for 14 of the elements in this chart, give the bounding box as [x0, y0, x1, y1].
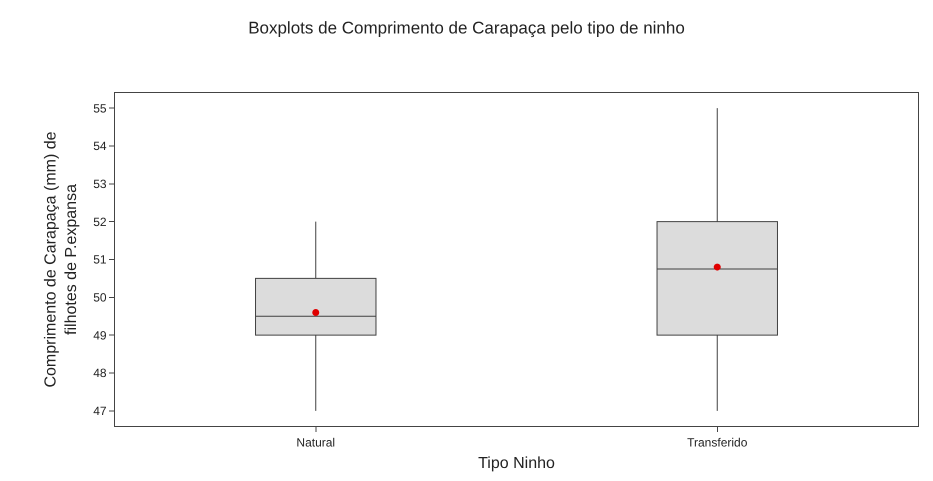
x-tick-label: Transferido: [687, 435, 748, 450]
y-tick-label: 51: [93, 252, 107, 267]
x-tick-label: Natural: [296, 435, 336, 450]
chart-title: Boxplots de Comprimento de Carapaça pelo tipo de ninho: [248, 18, 685, 38]
y-tick-label: 50: [93, 290, 107, 305]
y-tick-label: 54: [93, 139, 107, 154]
y-tick-label: 53: [93, 177, 107, 192]
y-tick-label: 48: [93, 366, 107, 380]
y-tick-label: 49: [93, 328, 107, 342]
y-tick-label: 55: [93, 101, 107, 116]
x-axis-title: Tipo Ninho: [478, 455, 555, 472]
y-tick-label: 47: [93, 404, 107, 418]
y-tick-label: 52: [93, 214, 107, 229]
y-axis-title: Comprimento de Carapaça (mm) de filhotes de P.expansa: [42, 131, 80, 388]
